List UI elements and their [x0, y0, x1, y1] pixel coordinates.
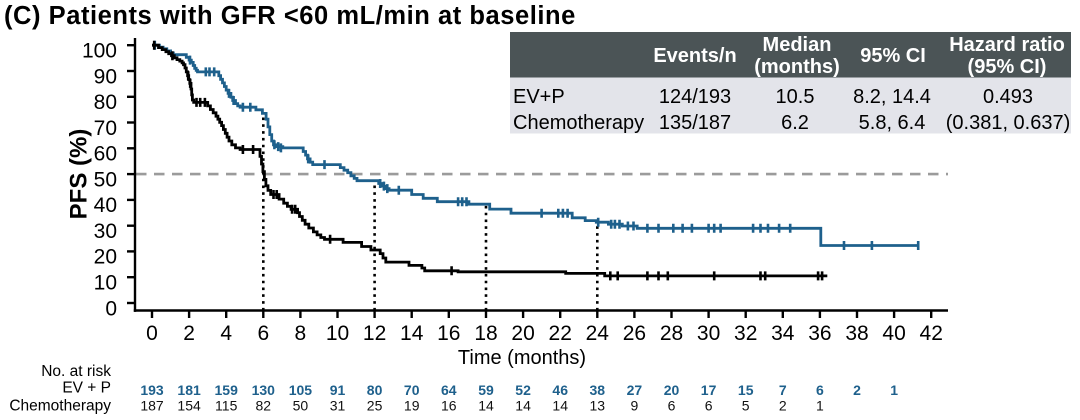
svg-text:124/193: 124/193	[659, 86, 731, 108]
svg-text:42: 42	[920, 322, 943, 345]
svg-text:70: 70	[94, 117, 117, 140]
svg-text:No. at risk: No. at risk	[41, 363, 111, 380]
svg-text:16: 16	[437, 322, 460, 345]
svg-text:36: 36	[808, 322, 831, 345]
svg-text:50: 50	[94, 168, 117, 191]
svg-text:(months): (months)	[754, 56, 840, 78]
svg-text:13: 13	[590, 398, 606, 414]
svg-text:34: 34	[771, 322, 795, 345]
svg-text:40: 40	[882, 322, 905, 345]
svg-text:18: 18	[474, 322, 497, 345]
svg-text:25: 25	[367, 398, 383, 414]
svg-text:6.2: 6.2	[781, 112, 809, 134]
svg-text:115: 115	[215, 398, 238, 414]
svg-text:14: 14	[478, 398, 494, 414]
svg-text:14: 14	[552, 398, 568, 414]
svg-text:28: 28	[660, 322, 683, 345]
svg-text:1: 1	[890, 382, 898, 398]
svg-text:30: 30	[697, 322, 720, 345]
svg-text:0.493: 0.493	[983, 86, 1033, 108]
svg-text:EV + P: EV + P	[62, 380, 111, 397]
svg-text:Hazard ratio: Hazard ratio	[949, 34, 1065, 56]
svg-text:10.5: 10.5	[776, 86, 815, 108]
svg-text:PFS (%): PFS (%)	[66, 129, 93, 220]
svg-text:5.8, 6.4: 5.8, 6.4	[859, 112, 926, 134]
svg-text:20: 20	[664, 382, 680, 398]
svg-text:Chemotherapy: Chemotherapy	[513, 112, 644, 134]
svg-text:193: 193	[140, 382, 164, 398]
svg-text:8.2, 14.4: 8.2, 14.4	[853, 86, 931, 108]
svg-text:181: 181	[177, 382, 201, 398]
svg-text:32: 32	[734, 322, 757, 345]
svg-text:Events/n: Events/n	[653, 45, 736, 67]
svg-text:50: 50	[293, 398, 309, 414]
svg-text:91: 91	[330, 382, 346, 398]
svg-text:70: 70	[404, 382, 420, 398]
svg-text:52: 52	[515, 382, 531, 398]
svg-text:2: 2	[183, 322, 195, 345]
svg-text:20: 20	[94, 246, 117, 269]
svg-text:Time (months): Time (months)	[458, 347, 586, 369]
svg-text:46: 46	[552, 382, 568, 398]
svg-text:6: 6	[668, 398, 676, 414]
svg-text:0: 0	[146, 322, 158, 345]
svg-text:14: 14	[515, 398, 531, 414]
svg-text:154: 154	[177, 398, 201, 414]
svg-text:12: 12	[363, 322, 386, 345]
svg-text:100: 100	[82, 40, 117, 63]
svg-text:95% CI: 95% CI	[860, 45, 926, 67]
svg-text:9: 9	[631, 398, 639, 414]
svg-text:64: 64	[441, 382, 457, 398]
svg-text:2: 2	[853, 382, 861, 398]
svg-text:40: 40	[94, 194, 117, 217]
svg-text:10: 10	[94, 272, 117, 295]
svg-text:135/187: 135/187	[659, 112, 731, 134]
svg-text:27: 27	[627, 382, 643, 398]
svg-text:Median: Median	[763, 34, 832, 56]
svg-text:26: 26	[623, 322, 646, 345]
svg-text:105: 105	[289, 382, 313, 398]
svg-text:5: 5	[742, 398, 750, 414]
svg-text:80: 80	[367, 382, 383, 398]
svg-text:10: 10	[326, 322, 349, 345]
svg-text:(C) Patients with GFR <60 mL/m: (C) Patients with GFR <60 mL/min at base…	[4, 2, 576, 30]
svg-text:38: 38	[845, 322, 868, 345]
svg-text:90: 90	[94, 65, 117, 88]
svg-text:16: 16	[441, 398, 457, 414]
svg-text:22: 22	[549, 322, 572, 345]
svg-text:6: 6	[816, 382, 824, 398]
svg-text:(0.381, 0.637): (0.381, 0.637)	[946, 112, 1071, 134]
svg-text:159: 159	[215, 382, 239, 398]
svg-text:38: 38	[590, 382, 606, 398]
svg-text:14: 14	[400, 322, 424, 345]
svg-text:17: 17	[701, 382, 717, 398]
svg-text:8: 8	[295, 322, 307, 345]
svg-text:20: 20	[511, 322, 534, 345]
svg-text:6: 6	[257, 322, 269, 345]
svg-text:4: 4	[220, 322, 232, 345]
svg-text:6: 6	[705, 398, 713, 414]
svg-text:2: 2	[779, 398, 787, 414]
svg-text:24: 24	[586, 322, 610, 345]
svg-text:59: 59	[478, 382, 494, 398]
svg-text:82: 82	[256, 398, 272, 414]
svg-text:130: 130	[252, 382, 276, 398]
svg-text:0: 0	[105, 297, 117, 320]
svg-text:19: 19	[404, 398, 420, 414]
svg-text:1: 1	[816, 398, 824, 414]
svg-text:60: 60	[94, 143, 117, 166]
svg-text:(95% CI): (95% CI)	[968, 56, 1047, 78]
svg-text:187: 187	[140, 398, 164, 414]
svg-text:Chemotherapy: Chemotherapy	[9, 398, 111, 415]
svg-text:EV+P: EV+P	[513, 86, 565, 108]
svg-text:31: 31	[330, 398, 346, 414]
svg-text:15: 15	[738, 382, 754, 398]
svg-text:80: 80	[94, 91, 117, 114]
svg-text:30: 30	[94, 220, 117, 243]
svg-text:7: 7	[779, 382, 787, 398]
